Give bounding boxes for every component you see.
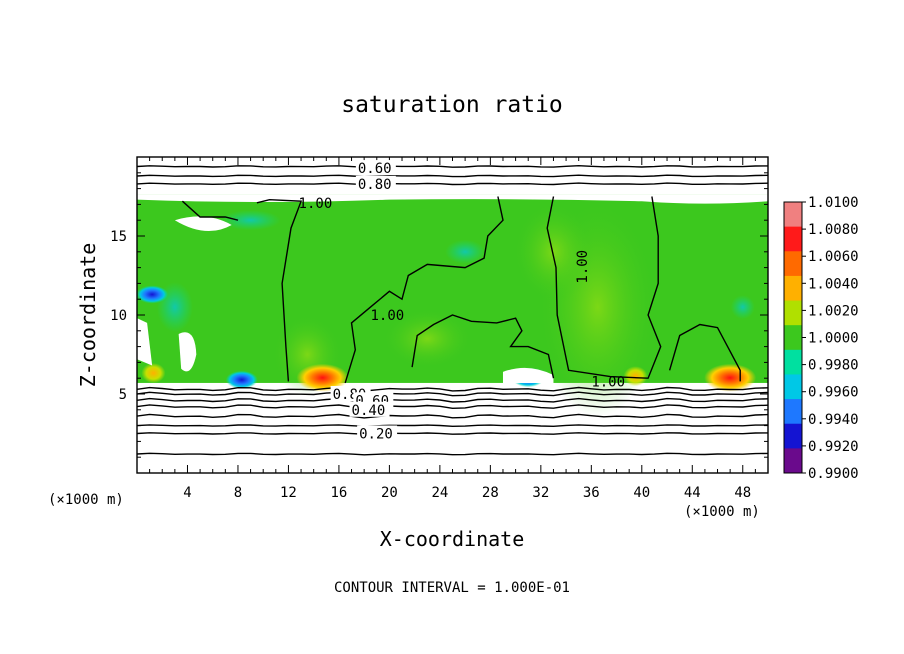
contour-line — [137, 391, 768, 397]
contour-label: 1.00 — [299, 196, 333, 212]
x-unit-right: (×1000 m) — [684, 504, 760, 520]
contour-label: 1.00 — [591, 374, 625, 390]
contour-label: 1.00 — [575, 250, 591, 284]
x-tick-label: 40 — [633, 485, 650, 501]
contour-label-bg — [357, 425, 398, 441]
plot-area — [137, 164, 768, 456]
contour-label: 0.80 — [358, 177, 392, 193]
x-tick-label: 32 — [532, 485, 549, 501]
y-axis-label: Z-coordinate — [76, 243, 100, 388]
contour-line-1.00 — [344, 196, 504, 384]
contour-interval-note: CONTOUR INTERVAL = 1.000E-01 — [334, 580, 570, 596]
contour-label: 0.60 — [358, 161, 392, 177]
x-unit-left: (×1000 m) — [48, 492, 124, 508]
x-tick-label: 24 — [431, 485, 448, 501]
x-axis-label: X-coordinate — [380, 527, 525, 551]
x-tick-label: 12 — [280, 485, 297, 501]
y-axis-ticks: 5 10 15 — [110, 172, 768, 458]
hot-spot — [623, 366, 648, 387]
colorbar-label: 1.0080 — [808, 222, 859, 238]
hot-spot — [704, 363, 757, 392]
contour-label: 1.00 — [370, 308, 404, 324]
contour-line-1.00 — [668, 323, 741, 382]
colorbar-label: 0.9960 — [808, 385, 859, 401]
chart-title: saturation ratio — [341, 92, 563, 118]
x-tick-label: 16 — [330, 485, 347, 501]
colorbar-swatch — [784, 374, 802, 400]
contour-label-bg — [355, 160, 396, 176]
contour-line — [137, 397, 768, 403]
x-tick-label: 4 — [183, 485, 191, 501]
y-tick-label: 10 — [110, 308, 127, 324]
contour-line-1.00 — [546, 196, 662, 379]
unsaturated-region — [174, 216, 232, 232]
contour-line — [137, 404, 768, 410]
colorbar-swatch — [784, 423, 802, 449]
field-patch — [220, 210, 281, 231]
contour-line-1.00 — [181, 200, 239, 221]
colorbar-label: 1.0000 — [808, 331, 859, 347]
colorbar-swatch — [784, 251, 802, 277]
cold-spot — [137, 285, 169, 304]
field-patch — [382, 308, 473, 369]
colorbar-swatch — [784, 275, 802, 302]
colorbar: 1.0100 1.0080 1.0060 1.0040 1.0020 1.0000 0.99… — [783, 195, 859, 482]
colorbar-label: 1.0100 — [808, 195, 859, 211]
contour-line — [137, 164, 768, 168]
contour-labels: 0.600.801.001.001.001.000.800.600.400.20 — [299, 160, 625, 443]
colorbar-swatch — [784, 349, 802, 375]
colorbar-label: 1.0060 — [808, 249, 859, 265]
contour-label-bg — [349, 401, 390, 417]
colorbar-label: 0.9940 — [808, 412, 859, 428]
colorbar-label: 0.9900 — [808, 466, 859, 482]
contour-line — [137, 432, 768, 435]
field-patch — [730, 295, 755, 320]
unsaturated-region — [178, 332, 197, 372]
colorbar-label: 0.9920 — [808, 439, 859, 455]
colorbar-swatch — [784, 226, 802, 252]
cold-spot — [225, 370, 258, 389]
x-tick-label: 48 — [734, 485, 751, 501]
field-patch — [513, 201, 594, 302]
contour-line-1.00 — [256, 198, 303, 382]
colorbar-label: 1.0040 — [808, 276, 859, 292]
x-tick-label: 44 — [684, 485, 701, 501]
x-axis-ticks: 4 8 12 16 20 24 28 32 36 40 44 48 — [149, 157, 756, 501]
colorbar-swatch — [784, 300, 802, 326]
contour-lines — [137, 164, 768, 456]
colorbar-swatch — [784, 448, 802, 474]
colorbar-swatch — [784, 202, 802, 228]
contour-label-bg — [355, 175, 396, 191]
x-tick-label: 8 — [234, 485, 242, 501]
unsaturated-region — [137, 318, 153, 366]
hot-spot — [141, 363, 166, 384]
x-tick-label: 20 — [381, 485, 398, 501]
colorbar-label: 0.9980 — [808, 358, 859, 374]
colorbar-label: 1.0020 — [808, 303, 859, 319]
contour-line — [137, 182, 768, 186]
x-tick-label: 36 — [583, 485, 600, 501]
contour-line — [137, 452, 768, 456]
contour-line — [137, 174, 768, 178]
contour-line — [137, 413, 768, 419]
contour-label: 0.20 — [359, 427, 393, 443]
y-tick-label: 5 — [119, 387, 127, 403]
colorbar-swatch — [784, 325, 802, 351]
contour-line — [137, 424, 768, 428]
contour-label: 0.40 — [352, 403, 386, 419]
contour-line-1.00 — [411, 314, 555, 379]
contour-line — [137, 386, 768, 392]
y-tick-label: 15 — [110, 229, 127, 245]
x-tick-label: 28 — [482, 485, 499, 501]
hot-spot — [296, 363, 349, 392]
unsaturated-region — [502, 367, 554, 383]
colorbar-swatch — [784, 399, 802, 425]
field-patch — [445, 239, 486, 264]
